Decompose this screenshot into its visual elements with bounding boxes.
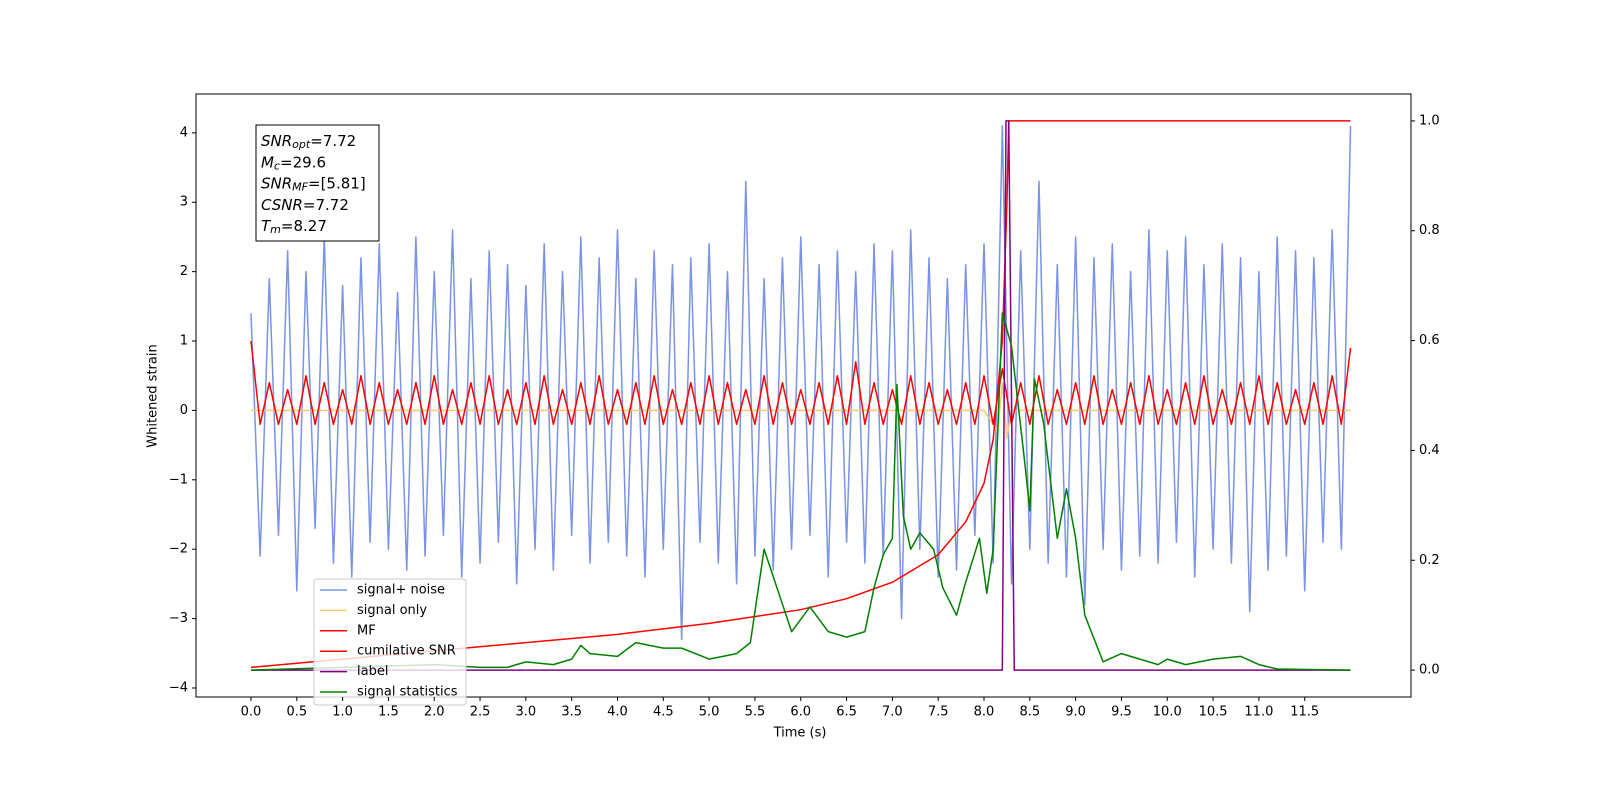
y-tick-label: 0 [180,403,188,418]
annotation-value: =[5.81] [308,174,366,192]
y-tick-label: 2 [180,264,188,279]
annotation-symbol: SNR [261,174,292,192]
annotation-symbol: T [261,217,272,235]
annotation-box: SNRopt=7.72Mc=29.6SNRMF=[5.81]CSNR=7.72T… [255,124,380,242]
x-tick-label: 0.5 [286,705,307,720]
x-tick-label: 6.0 [790,705,811,720]
y2-tick-label: 0.2 [1419,553,1440,568]
annotation-line: SNRMF=[5.81] [261,174,366,194]
annotation-subscript: m [270,223,281,236]
legend-label: signal only [357,603,427,618]
x-tick-label: 9.5 [1111,705,1132,720]
x-tick-label: 11.0 [1244,705,1273,720]
x-tick-label: 4.5 [653,705,674,720]
annotation-value: =29.6 [280,153,326,171]
y2-tick-label: 1.0 [1419,113,1440,128]
y2-tick-label: 0.8 [1419,223,1440,238]
legend-label: signal+ noise [357,583,445,598]
x-tick-label: 1.0 [332,705,353,720]
series-line [250,120,1351,671]
x-tick-label: 2.0 [424,705,445,720]
x-tick-label: 10.5 [1199,705,1228,720]
y-tick-label: 3 [180,195,188,210]
x-tick-label: 7.5 [928,705,949,720]
annotation-symbol: M [261,153,274,171]
y-tick-label: −1 [169,472,188,487]
annotation-subscript: opt [292,138,311,151]
x-tick-label: 4.0 [607,705,628,720]
x-tick-label: 11.5 [1290,705,1319,720]
x-tick-label: 0.0 [241,705,262,720]
legend-label: label [357,664,388,679]
x-tick-label: 9.0 [1065,705,1086,720]
x-axis-label: Time (s) [773,726,827,741]
y2-tick-label: 0.0 [1419,663,1440,678]
y2-tick-label: 0.4 [1419,443,1440,458]
y-tick-label: 1 [180,334,188,349]
x-tick-label: 5.0 [699,705,720,720]
axes-frame [195,93,1412,698]
x-tick-label: 10.0 [1153,705,1182,720]
annotation-line: SNRopt=7.72 [261,132,356,152]
x-tick-label: 5.5 [745,705,766,720]
legend-label: signal statistics [357,685,458,700]
x-tick-label: 3.0 [516,705,537,720]
annotation-symbol: SNR [261,132,292,150]
y-tick-label: −2 [169,542,188,557]
series-line [250,120,1351,669]
y-tick-label: 4 [180,125,188,140]
x-tick-label: 8.0 [974,705,995,720]
legend: signal+ noise signal only MF cumilative SNR… [313,578,467,706]
series-line [250,312,1351,671]
legend-frame [313,578,467,706]
annotation-subscript: MF [292,181,308,194]
x-tick-label: 6.5 [836,705,857,720]
x-tick-label: 2.5 [470,705,491,720]
x-tick-label: 8.5 [1019,705,1040,720]
plot-area [250,120,1352,671]
y-tick-label: −4 [169,680,188,695]
y2-tick-label: 0.6 [1419,333,1440,348]
annotation-frame [255,124,380,242]
annotation-line: Tm=8.27 [261,217,327,237]
legend-label: cumilative SNR [357,644,456,659]
annotation-value: =7.72 [310,132,356,150]
series-line [250,340,1352,426]
x-tick-label: 3.5 [561,705,582,720]
annotation-value: =7.72 [303,195,349,213]
x-tick-label: 1.5 [378,705,399,720]
annotation-subscript: c [274,159,280,172]
series-line [250,125,1352,641]
y-tick-label: −3 [169,611,188,626]
annotation-symbol: CSNR [261,195,303,213]
annotation-line: CSNR=7.72 [261,195,349,213]
x-tick-label: 7.0 [882,705,903,720]
annotation-value: =8.27 [281,217,327,235]
legend-label: MF [357,623,376,638]
y-axis-label: Whitened strain [146,344,161,447]
annotation-line: Mc=29.6 [261,153,326,173]
